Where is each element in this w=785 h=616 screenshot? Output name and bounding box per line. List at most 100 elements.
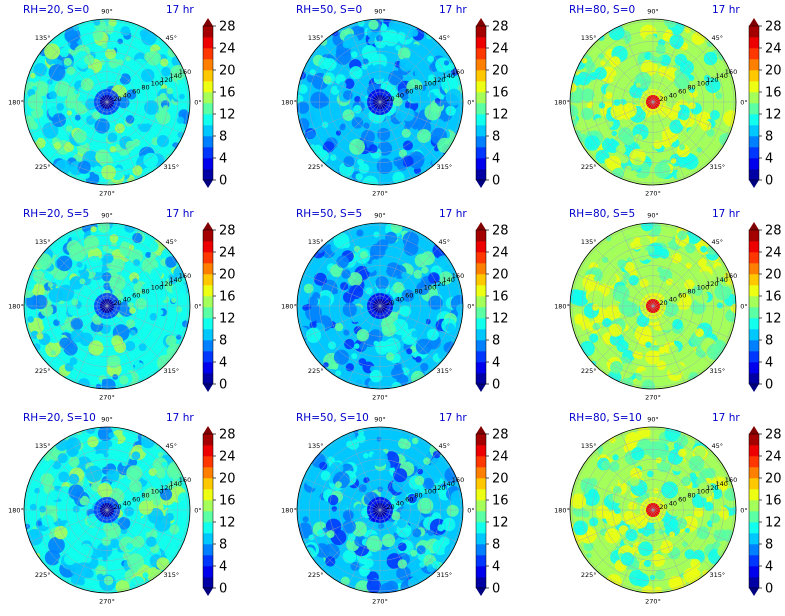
angle-tick-label: 225° xyxy=(35,367,51,375)
contour-patch xyxy=(612,454,619,461)
contour-patch xyxy=(619,363,635,379)
polar-grid xyxy=(24,19,190,185)
colorbar-band xyxy=(749,467,759,479)
contour-patch xyxy=(710,513,721,524)
colorbar-tick-label: 20 xyxy=(219,64,236,79)
radial-tick-label: 140 xyxy=(443,276,455,284)
contour-patch xyxy=(377,127,391,141)
contour-patch xyxy=(340,576,350,586)
colorbar-extend-min xyxy=(476,588,486,596)
radial-tick-label: 40 xyxy=(123,91,131,99)
colorbar-band xyxy=(749,362,759,374)
angle-gridline xyxy=(74,25,108,103)
colorbar-tick-label: 28 xyxy=(492,20,509,35)
contour-patch xyxy=(297,101,310,114)
angle-tick-label: 315° xyxy=(436,367,452,375)
contour-patch xyxy=(366,535,383,552)
contour-patch xyxy=(393,468,408,483)
colorbar-extend-max xyxy=(749,222,759,230)
contour-patch xyxy=(42,122,59,139)
contour-patch xyxy=(630,252,638,260)
angle-tick-label: 45° xyxy=(166,442,178,450)
contour-patch xyxy=(156,557,170,571)
contour-patch xyxy=(108,58,120,69)
contour-patch xyxy=(420,362,429,372)
colorbar-tick-label: 28 xyxy=(492,428,509,443)
angle-gridline xyxy=(652,101,712,161)
colorbar-tick-label: 12 xyxy=(492,108,509,123)
angle-tick-label: 225° xyxy=(308,367,324,375)
colorbar-band xyxy=(203,37,213,49)
contour-patch xyxy=(421,266,429,274)
colorbar-band xyxy=(203,241,213,253)
colorbar-extend-max xyxy=(476,18,486,26)
colorbar-band xyxy=(476,252,486,264)
radial-tick-label: 40 xyxy=(669,295,677,303)
angle-tick-label: 315° xyxy=(163,163,179,171)
angle-gridline xyxy=(379,273,457,307)
contour-patch xyxy=(309,69,316,76)
colorbar: 0 4 8 12 16 20 24 28 xyxy=(475,18,509,189)
contour-patch xyxy=(74,114,81,121)
angle-gridline xyxy=(379,477,457,511)
radial-tick-label: 80 xyxy=(687,84,695,92)
contour-patch xyxy=(437,486,447,496)
contour-patch xyxy=(332,288,339,295)
angle-gridline xyxy=(379,43,439,103)
angle-tick-label: 315° xyxy=(436,571,452,579)
contour-patch xyxy=(317,246,325,254)
contour-patch xyxy=(161,67,171,77)
contour-patch xyxy=(654,586,662,593)
contour-patch xyxy=(108,19,117,27)
contour-patch xyxy=(154,515,171,532)
contour-patch xyxy=(393,156,404,167)
colorbar-tick-label: 20 xyxy=(765,64,782,79)
angle-gridline xyxy=(379,305,413,383)
contour-patch xyxy=(361,129,375,144)
colorbar-band xyxy=(749,577,759,589)
contour-patch xyxy=(401,289,415,302)
angle-tick-label: 180° xyxy=(281,303,297,311)
contour-patch xyxy=(347,533,356,542)
colorbar-band xyxy=(203,59,213,71)
colorbar-tick-label: 12 xyxy=(765,516,782,531)
colorbar-band xyxy=(749,566,759,578)
contour-patch xyxy=(601,460,611,471)
contour-patch xyxy=(90,226,97,233)
colorbar-extend-min xyxy=(749,384,759,392)
contour-patch xyxy=(302,516,309,523)
radial-gridline xyxy=(581,30,725,174)
polar-frame xyxy=(23,18,191,186)
contour-patch xyxy=(591,303,599,311)
contour-patch xyxy=(171,81,178,88)
colorbar-band xyxy=(476,285,486,297)
radial-gridline xyxy=(308,234,452,378)
colorbar-band xyxy=(749,285,759,297)
radial-gridline xyxy=(571,428,735,592)
radial-tick-label: 100 xyxy=(151,80,163,88)
contour-patch xyxy=(140,114,151,124)
contour-patch xyxy=(104,24,114,35)
contour-patch xyxy=(65,125,73,132)
radial-tick-label: 160 xyxy=(179,272,191,280)
contour-patch xyxy=(331,506,337,512)
contour-patch xyxy=(171,297,177,303)
colorbar-band xyxy=(476,577,486,589)
contour-patch xyxy=(158,529,168,539)
contour-patch xyxy=(117,517,131,530)
contour-patch xyxy=(57,453,68,464)
contour-patch xyxy=(655,569,666,580)
colorbar-tick-label: 16 xyxy=(492,290,509,305)
contour-patch xyxy=(644,34,657,46)
contour-patch xyxy=(669,561,678,571)
contour-patch xyxy=(53,142,61,150)
contour-patch xyxy=(410,43,420,53)
polar-frame xyxy=(23,222,191,390)
contour-patch xyxy=(83,525,91,533)
contour-patch xyxy=(119,375,129,385)
radial-gridline xyxy=(298,428,462,592)
contour-patch xyxy=(148,282,161,295)
angle-gridline xyxy=(321,305,381,365)
colorbar-band xyxy=(476,263,486,275)
